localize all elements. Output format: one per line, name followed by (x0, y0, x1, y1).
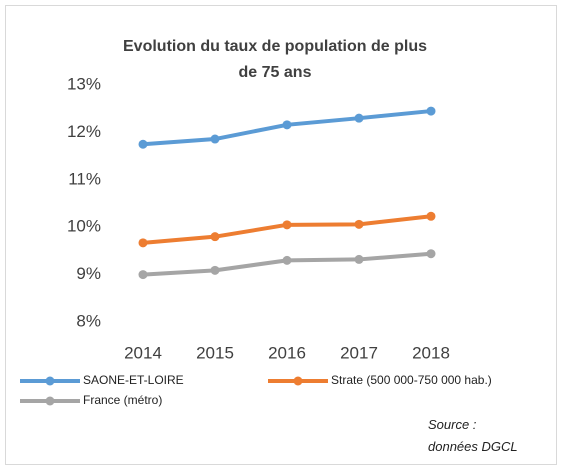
data-point (426, 106, 436, 116)
legend-label: Strate (500 000-750 000 hab.) (331, 373, 492, 387)
legend-marker (293, 376, 303, 386)
data-point (426, 249, 436, 259)
data-point (210, 265, 220, 275)
y-tick-label: 12% (67, 122, 101, 141)
chart-title: Evolution du taux de population de plus … (123, 38, 427, 81)
legend-label: SAONE-ET-LOIRE (83, 373, 184, 387)
data-point (354, 254, 364, 264)
legend-marker (45, 376, 55, 386)
data-point (282, 220, 292, 230)
data-point (354, 113, 364, 123)
data-point (210, 232, 220, 242)
y-tick-label: 11% (68, 169, 101, 188)
x-tick-label: 2018 (412, 343, 450, 362)
data-point (138, 270, 148, 280)
data-point (138, 238, 148, 248)
y-tick-label: 13% (67, 74, 101, 93)
x-tick-label: 2017 (340, 343, 378, 362)
y-tick-label: 10% (67, 217, 101, 236)
x-tick-label: 2014 (124, 343, 162, 362)
x-tick-label: 2015 (196, 343, 234, 362)
legend-label: France (métro) (83, 393, 162, 407)
data-point (210, 134, 220, 144)
y-tick-label: 8% (76, 311, 101, 330)
data-point (354, 219, 364, 229)
data-point (426, 211, 436, 221)
chart-frame (5, 5, 557, 465)
legend-marker (45, 396, 55, 406)
y-tick-label: 9% (76, 264, 101, 283)
data-point (282, 120, 292, 130)
data-point (282, 255, 292, 265)
x-tick-label: 2016 (268, 343, 306, 362)
data-point (138, 139, 148, 149)
annotation: Source : données DGCL (428, 417, 518, 454)
